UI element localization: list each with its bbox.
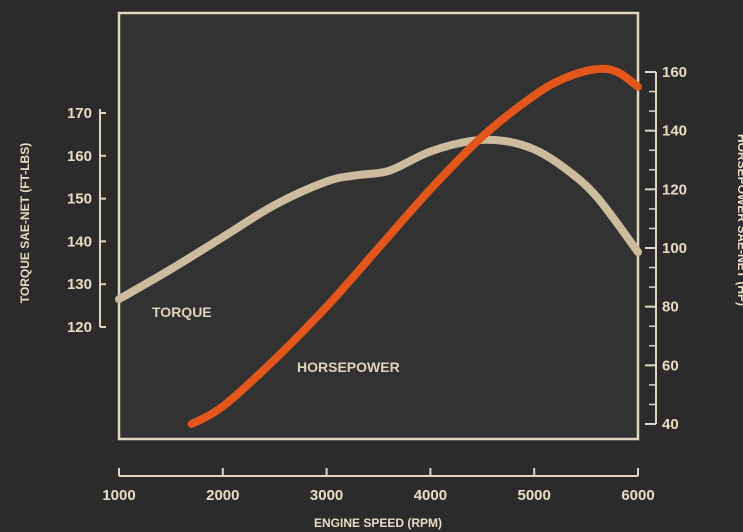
left-axis-title: TORQUE SAE-NET (FT-LBS) — [18, 143, 32, 303]
right-ticks: 40 60 80 100 120 140 160 — [645, 64, 687, 433]
horsepower-line — [187, 64, 642, 428]
horsepower-series-label: HORSEPOWER — [297, 359, 400, 375]
left-tick-label: 130 — [67, 276, 92, 293]
right-tick-label: 60 — [662, 357, 679, 374]
x-tick-label: 4000 — [414, 487, 447, 504]
x-axis-title: ENGINE SPEED (RPM) — [314, 516, 442, 530]
right-tick-label: 120 — [662, 181, 687, 198]
x-tick-label: 3000 — [310, 487, 343, 504]
right-tick-label: 40 — [662, 416, 679, 433]
left-ticks: 120 130 140 150 160 170 — [67, 105, 106, 336]
x-tick-label: 5000 — [518, 487, 551, 504]
x-ticks: 1000 2000 3000 4000 5000 6000 — [102, 468, 655, 504]
torque-series-label: TORQUE — [152, 304, 212, 320]
x-tick-label: 6000 — [621, 487, 654, 504]
left-tick-label: 160 — [67, 148, 92, 165]
right-axis-title: HORSEPOWER SAE-NET (HP) — [735, 134, 743, 306]
right-tick-label: 140 — [662, 123, 687, 140]
left-tick-label: 120 — [67, 319, 92, 336]
x-tick-label: 2000 — [206, 487, 239, 504]
x-tick-label: 1000 — [102, 487, 135, 504]
right-tick-label: 80 — [662, 299, 679, 316]
torque-line — [115, 135, 642, 304]
left-tick-label: 170 — [67, 105, 92, 122]
right-tick-label: 100 — [662, 240, 687, 257]
left-tick-label: 150 — [67, 191, 92, 208]
left-tick-label: 140 — [67, 233, 92, 250]
right-tick-label: 160 — [662, 64, 687, 81]
series-lines — [115, 64, 642, 428]
